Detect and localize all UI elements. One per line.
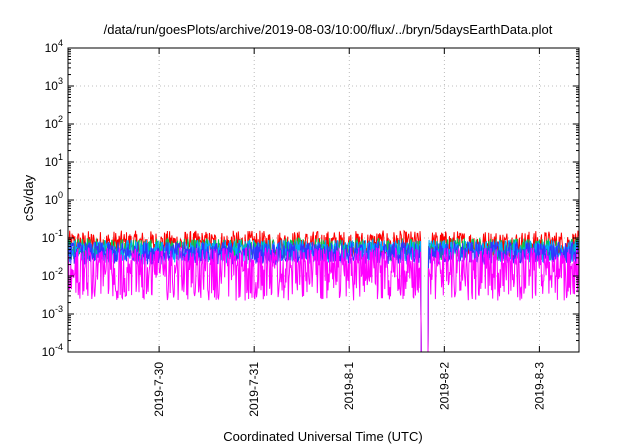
y-tick-label: 10-1 bbox=[42, 228, 63, 245]
y-tick-label: 100 bbox=[45, 190, 63, 207]
y-tick-label: 101 bbox=[45, 152, 63, 169]
x-tick-label: 2019-8-1 bbox=[342, 362, 356, 410]
y-tick-label: 102 bbox=[45, 114, 63, 131]
series-group bbox=[67, 229, 580, 353]
y-axis-label: cSv/day bbox=[21, 174, 36, 221]
y-tick-label: 10-2 bbox=[42, 266, 63, 283]
chart-title: /data/run/goesPlots/archive/2019-08-03/1… bbox=[104, 22, 553, 37]
y-tick-label: 103 bbox=[45, 76, 63, 93]
plot-frame bbox=[67, 47, 580, 353]
y-tick-labels: 10-4 10-3 10-2 10-1 100 101 102 103 104 bbox=[42, 38, 579, 359]
grid bbox=[68, 48, 579, 352]
y-tick-label: 10-3 bbox=[42, 304, 63, 321]
x-axis-label: Coordinated Universal Time (UTC) bbox=[223, 429, 422, 444]
x-tick-label: 2019-8-3 bbox=[532, 362, 546, 410]
y-tick-label: 104 bbox=[45, 38, 63, 55]
x-tick-labels: 2019-7-30 2019-7-31 2019-8-1 2019-8-2 2019-8… bbox=[152, 48, 546, 417]
x-tick-label: 2019-7-30 bbox=[152, 362, 166, 417]
x-tick-label: 2019-8-2 bbox=[437, 362, 451, 410]
x-tick-label: 2019-7-31 bbox=[247, 362, 261, 417]
y-tick-label: 10-4 bbox=[42, 342, 63, 359]
series-line bbox=[67, 246, 580, 353]
